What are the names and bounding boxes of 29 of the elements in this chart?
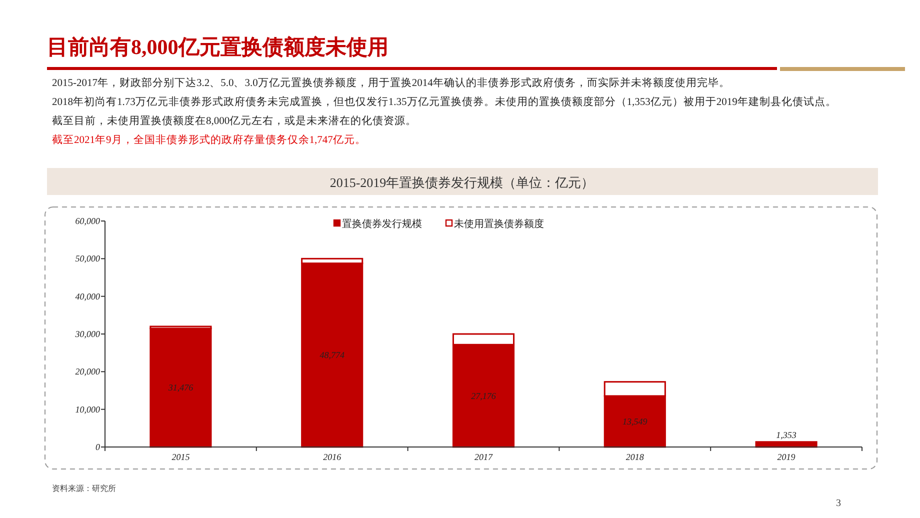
y-tick-label: 20,000: [75, 366, 100, 377]
text: 截至目前，未使用置换债额度在8,000亿元左右，或是未来潜在的化债资源。: [52, 114, 417, 127]
x-tick-label: 2016: [323, 452, 342, 462]
y-tick-label: 60,000: [75, 216, 100, 226]
x-tick-label: 2015: [172, 452, 190, 462]
x-tick-label: 2018: [626, 452, 644, 462]
chart-subtitle: 2015-2019年置换债券发行规模（单位：亿元）: [330, 175, 594, 190]
text: 资料来源：研究所: [52, 484, 116, 493]
text: 2018年初尚有1.73万亿元非债券形式政府债务未完成置换，但也仅发行1.35万亿元置换债券。未使用的置换债额度部分（1,353亿元）被用于2019年建制县化债试点。: [52, 95, 836, 108]
data-label: 31,476: [167, 382, 194, 393]
y-tick-label: 0: [96, 442, 100, 452]
chart-title: 目前尚有8,000亿元置换债额度未使用: [47, 35, 388, 59]
y-tick-label: 10,000: [75, 404, 100, 414]
text: 截至2021年9月，全国非债券形式的政府存量债务仅余1,747亿元。: [52, 133, 366, 146]
data-label: 48,774: [320, 350, 345, 360]
data-label: 13,549: [622, 416, 648, 426]
bar: [755, 441, 818, 448]
legend-label: 未使用置换债券额度: [454, 218, 544, 230]
x-tick-label: 2019: [777, 452, 796, 462]
x-tick-label: 2017: [474, 452, 493, 462]
y-tick-label: 40,000: [75, 291, 100, 302]
text: 3: [836, 498, 841, 509]
data-label: 1,353: [776, 430, 797, 440]
legend-label: 置换债券发行规模: [342, 218, 422, 230]
y-tick-label: 30,000: [74, 329, 100, 339]
y-tick-label: 50,000: [75, 254, 100, 264]
bar: [150, 328, 212, 448]
data-label: 27,176: [471, 390, 496, 401]
text: 2015-2017年，财政部分别下达3.2、5.0、3.0万亿元置换债券额度，用于置换2014年确认的非债券形式政府债务，而实际并未将额度使用完毕。: [52, 76, 730, 89]
